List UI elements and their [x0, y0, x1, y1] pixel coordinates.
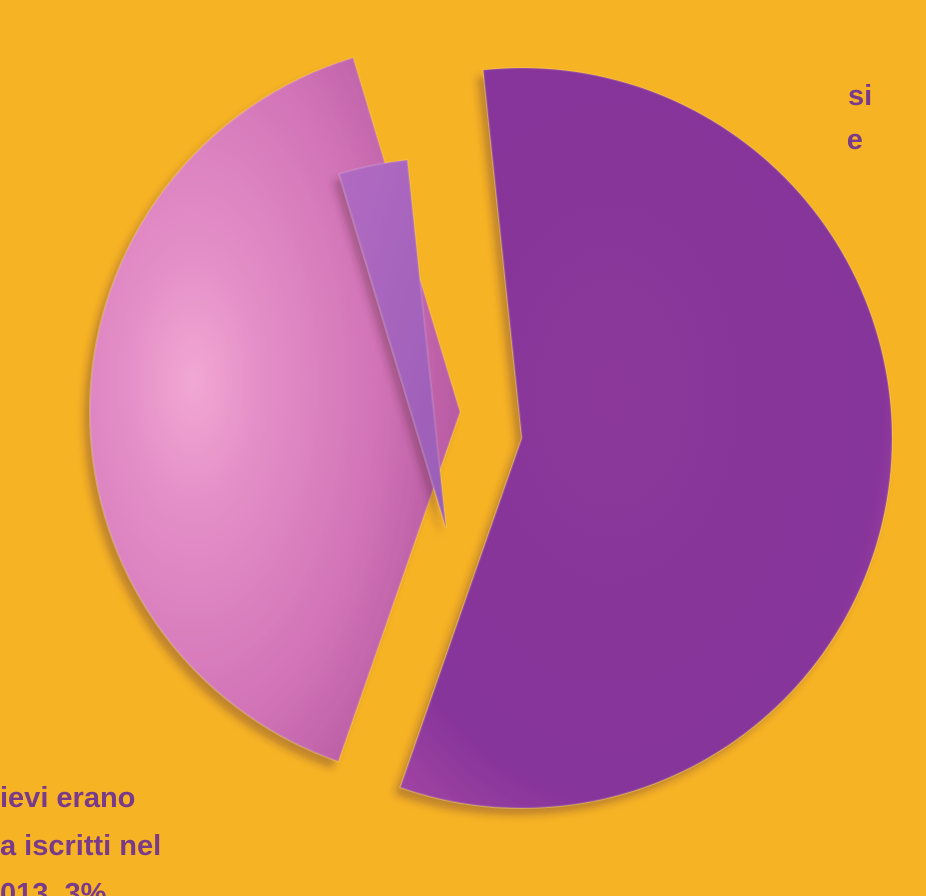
left-label-line-2: a iscritti nel: [0, 830, 162, 862]
pie-slice-3: [337, 158, 447, 529]
left-label-fragment: ievi erano a iscritti nel 013, 3%: [0, 774, 190, 896]
right-label-fragment: si de: [848, 74, 926, 162]
right-label-line-1: si: [848, 80, 873, 112]
pie-slice-1: [399, 67, 893, 809]
right-label-line-2: de: [848, 124, 863, 156]
left-label-line-3: 013, 3%: [0, 878, 107, 896]
left-label-line-1: ievi erano: [0, 782, 136, 814]
